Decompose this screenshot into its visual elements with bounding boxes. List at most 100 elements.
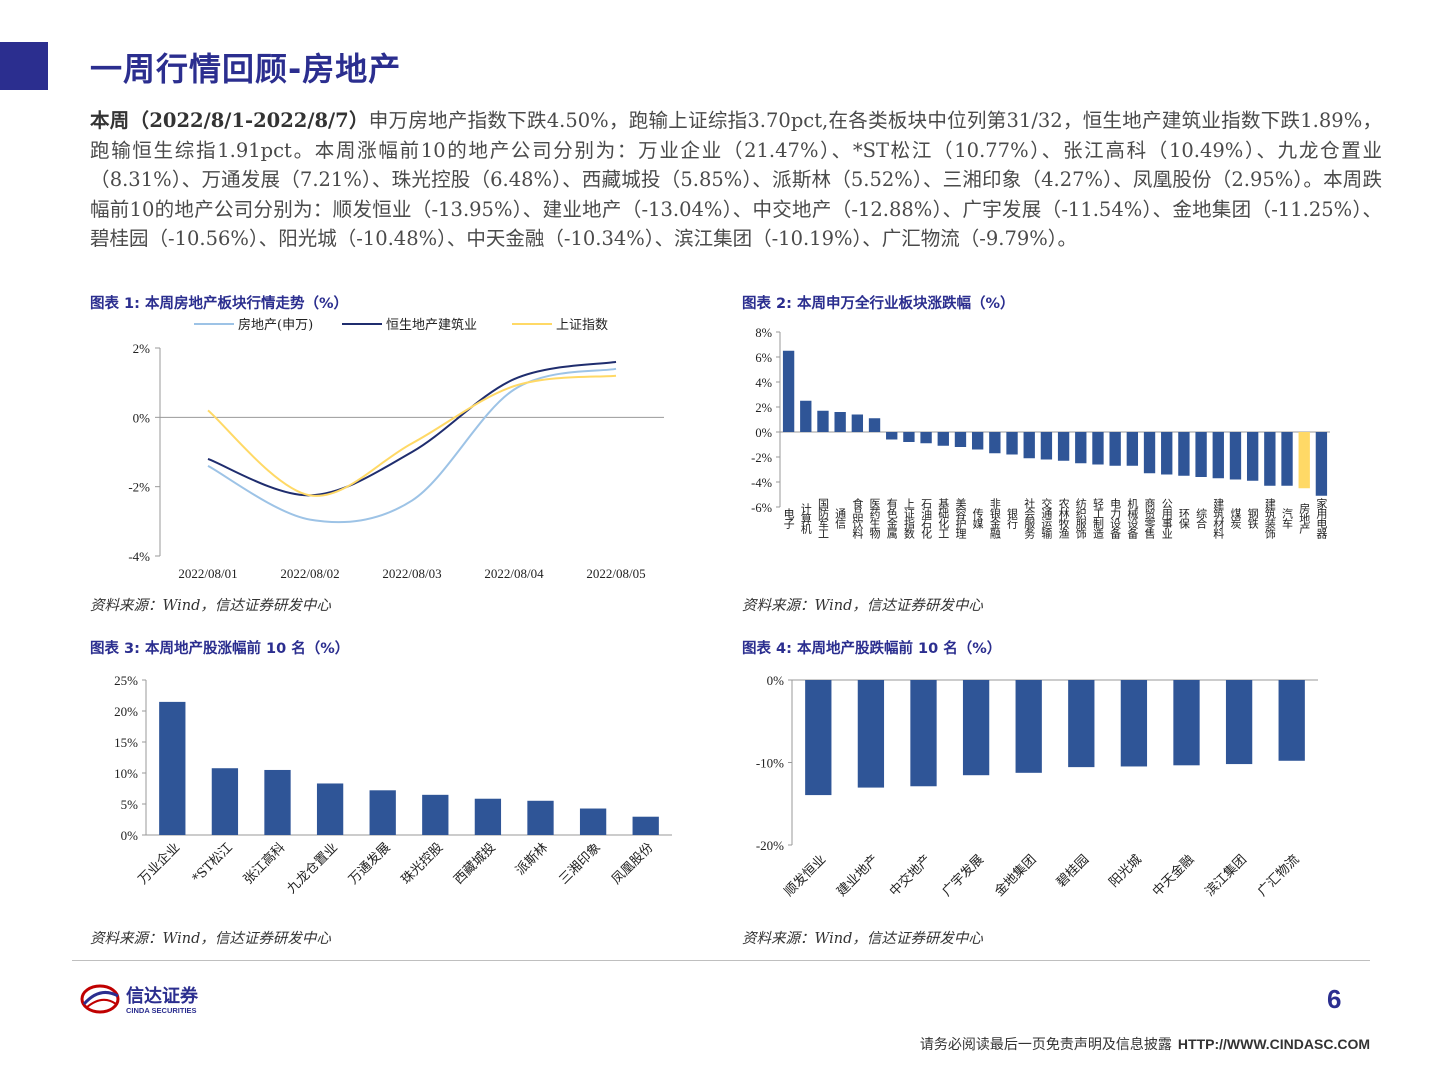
y-tick-label: -4% xyxy=(751,476,772,490)
y-tick-label: -2% xyxy=(128,480,150,495)
x-tick-label: 2022/08/04 xyxy=(484,566,544,581)
category-label: 凤凰股份 xyxy=(609,840,656,887)
y-tick-label: -6% xyxy=(751,501,772,515)
bar xyxy=(800,400,812,432)
category-label: 张江高科 xyxy=(240,840,288,888)
y-tick-label: 0% xyxy=(767,673,785,688)
disclaimer-text: 请务必阅读最后一页免责声明及信息披露 xyxy=(919,1037,1172,1053)
y-tick-label: 0% xyxy=(121,828,139,843)
website-link[interactable]: HTTP://WWW.CINDASC.COM xyxy=(1177,1036,1370,1052)
cinda-logo: 信达证券 CINDA SECURITIES xyxy=(80,982,240,1020)
bar xyxy=(1057,432,1070,461)
bar xyxy=(527,800,554,835)
category-label: 食品饮料 xyxy=(851,497,864,540)
page-title: 一周行情回顾-房地产 xyxy=(90,50,402,88)
bar xyxy=(851,414,864,432)
category-label: 传媒 xyxy=(971,508,984,530)
figure-2-label: 图表 2: 本周申万全行业板块涨跌幅（%） xyxy=(742,296,1015,312)
series-line-0 xyxy=(207,367,617,524)
category-label: 纺织服饰 xyxy=(1074,497,1087,539)
bar xyxy=(834,412,846,432)
y-tick-label: 10% xyxy=(114,766,138,781)
bar xyxy=(1075,432,1087,464)
bar xyxy=(422,794,449,835)
bar xyxy=(1040,432,1053,460)
category-label: 通信 xyxy=(834,508,847,530)
figure-1-label: 图表 1: 本周房地产板块行情走势（%） xyxy=(90,296,349,312)
bar xyxy=(1006,432,1018,455)
category-label: 房地产 xyxy=(1298,503,1311,535)
category-label: 商贸零售 xyxy=(1143,497,1156,540)
category-label: 社会服务 xyxy=(1023,497,1036,539)
bar xyxy=(369,790,396,835)
bar xyxy=(1264,432,1276,486)
category-label: 中天金融 xyxy=(1149,852,1197,900)
y-tick-label: 2% xyxy=(755,401,772,415)
category-label: 家用电器 xyxy=(1315,497,1328,540)
footer-disclaimer: 请务必阅读最后一页免责声明及信息披露 HTTP://WWW.CINDASC.COM xyxy=(920,1034,1370,1054)
bar xyxy=(920,432,932,444)
category-label: 广宇发展 xyxy=(939,852,987,900)
figure-3-label: 图表 3: 本周地产股涨幅前 10 名（%） xyxy=(90,641,350,657)
category-label: 三湘印象 xyxy=(557,840,604,887)
bar xyxy=(1143,432,1156,474)
y-tick-label: 25% xyxy=(114,673,138,688)
bar xyxy=(989,432,1001,454)
category-label: 中交地产 xyxy=(886,852,934,900)
figure-3-source: 资料来源：Wind，信达证券研发中心 xyxy=(90,931,331,947)
bar xyxy=(1120,680,1148,767)
bar xyxy=(962,680,990,776)
x-tick-label: 2022/08/01 xyxy=(178,566,237,581)
y-tick-label: -4% xyxy=(128,549,150,564)
figure-2-source: 资料来源：Wind，信达证券研发中心 xyxy=(742,598,983,614)
summary-lead: 本周（2022/8/1-2022/8/7） xyxy=(90,109,369,132)
category-label: 综合 xyxy=(1195,507,1208,529)
bar xyxy=(782,350,795,432)
category-label: 有色金属 xyxy=(885,497,898,540)
logo-swirl-icon xyxy=(80,984,120,1014)
y-tick-label: 6% xyxy=(755,351,772,365)
bar xyxy=(857,680,885,788)
y-tick-label: 8% xyxy=(755,326,772,340)
category-label: 农林牧渔 xyxy=(1057,497,1070,540)
category-label: 石油石化 xyxy=(920,498,933,540)
category-label: 公用事业 xyxy=(1160,498,1173,538)
series-line-2 xyxy=(207,374,617,497)
bar xyxy=(886,432,898,440)
logo-en-text: CINDA SECURITIES xyxy=(126,1006,197,1015)
category-label: 广汇物流 xyxy=(1255,852,1302,899)
category-label: 顺发恒业 xyxy=(781,852,829,900)
category-label: 派斯林 xyxy=(513,840,551,878)
x-tick-label: 2022/08/05 xyxy=(586,566,645,581)
bar xyxy=(1281,432,1293,486)
category-label: 电子 xyxy=(782,508,795,529)
page-number: 6 xyxy=(1327,984,1342,1014)
figure-2-bar-chart: 8% 6% 4% 2% 0% -2% -4% -6% 电子 计算机 国防军工 通信 食品饮料 医药生物 有色… xyxy=(751,326,1330,540)
bar xyxy=(1195,432,1207,477)
bar xyxy=(910,680,937,787)
figure-4-bar-chart: 0% -10% -20%顺发恒业 建业地产 中交地产 广宇发展 金地集团 碧桂园 阳光城 中天金融… xyxy=(756,673,1318,900)
bar xyxy=(868,418,881,432)
category-label: 机械设备 xyxy=(1126,497,1139,540)
category-label: 滨江集团 xyxy=(1202,852,1250,900)
category-label: 环保 xyxy=(1177,508,1190,530)
category-label: 汽车 xyxy=(1281,507,1294,530)
legend-label: 房地产(申万) xyxy=(238,317,313,333)
bar xyxy=(1161,432,1173,475)
y-tick-label: 2% xyxy=(133,341,151,356)
bar xyxy=(579,808,607,835)
bar xyxy=(1109,432,1121,466)
category-label: 银行 xyxy=(1006,507,1019,530)
category-label: 电力设备 xyxy=(1109,498,1122,540)
category-label: 建筑装饰 xyxy=(1263,497,1276,539)
bar xyxy=(1023,432,1035,459)
y-tick-label: -10% xyxy=(756,756,784,771)
bar xyxy=(817,410,829,432)
bar xyxy=(1229,432,1242,480)
y-tick-label: 0% xyxy=(133,410,151,425)
y-tick-label: 5% xyxy=(121,797,139,812)
bar xyxy=(1068,680,1095,768)
bar xyxy=(1015,680,1042,773)
category-label: 非银金融 xyxy=(988,498,1001,540)
